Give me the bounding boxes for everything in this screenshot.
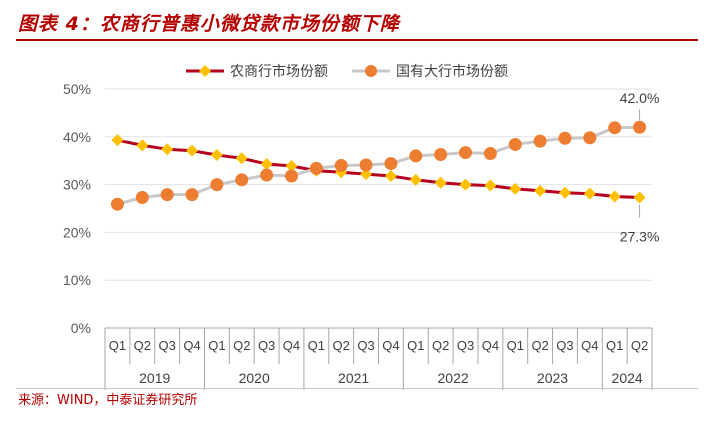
x-tick-label-quarter: Q2	[333, 338, 350, 353]
x-tick-label-quarter: Q1	[109, 338, 126, 353]
data-point	[508, 137, 522, 151]
data-point	[534, 184, 547, 197]
y-tick-label: 10%	[63, 272, 91, 288]
x-tick-label-quarter: Q1	[208, 338, 225, 353]
data-point	[384, 169, 397, 182]
data-point	[409, 149, 423, 163]
data-point	[161, 143, 174, 156]
data-point	[334, 158, 348, 172]
x-tick-label-quarter: Q2	[233, 338, 250, 353]
gridlines	[105, 88, 652, 281]
data-labels: 42.0% 27.3%	[620, 90, 660, 244]
data-point	[260, 168, 274, 182]
data-point	[459, 178, 472, 191]
y-tick-label: 20%	[63, 224, 91, 240]
data-point	[360, 168, 373, 181]
source-divider	[16, 388, 698, 389]
source-note: 来源：WIND，中泰证券研究所	[18, 393, 198, 408]
data-point	[633, 120, 647, 134]
series-line	[117, 125, 640, 206]
y-tick-label: 30%	[63, 177, 91, 193]
data-point	[533, 134, 547, 148]
data-point	[359, 158, 373, 172]
data-point	[633, 191, 646, 204]
x-tick-label-quarter: Q2	[134, 338, 151, 353]
data-point	[260, 158, 273, 171]
data-point	[484, 179, 497, 192]
x-tick-label-quarter: Q2	[432, 338, 449, 353]
legend-label: 农商行市场份额	[230, 63, 328, 79]
data-point	[434, 147, 448, 161]
y-tick-label: 0%	[71, 320, 91, 336]
x-tick-label-year: 2020	[239, 370, 270, 386]
x-tick-label-quarter: Q3	[457, 338, 474, 353]
data-point	[409, 173, 422, 186]
x-tick-label-year: 2019	[139, 370, 170, 386]
x-tick-label-quarter: Q4	[183, 338, 200, 353]
data-point	[558, 186, 571, 199]
y-tick-label: 50%	[63, 81, 91, 97]
title-divider	[16, 39, 698, 41]
chart-title: 图表 4：农商行普惠小微贷款市场份额下降	[18, 13, 400, 35]
data-point	[459, 146, 473, 160]
x-tick-label-quarter: Q3	[158, 338, 175, 353]
x-tick-label-quarter: Q2	[631, 338, 648, 353]
data-label-end: 42.0%	[620, 90, 660, 106]
data-point	[285, 159, 298, 172]
data-label-end: 27.3%	[620, 229, 660, 245]
data-point	[608, 121, 622, 135]
x-tick-label-quarter: Q1	[308, 338, 325, 353]
data-point	[160, 188, 174, 202]
data-point	[235, 173, 249, 187]
y-tick-label: 40%	[63, 129, 91, 145]
x-tick-label-quarter: Q3	[258, 338, 275, 353]
x-tick-label-year: 2024	[612, 370, 643, 386]
data-point	[210, 148, 223, 161]
x-tick-label-quarter: Q4	[283, 338, 300, 353]
x-tick-label-quarter: Q2	[531, 338, 548, 353]
data-point	[111, 134, 124, 147]
data-point	[434, 176, 447, 189]
data-point	[583, 187, 596, 200]
data-point	[284, 169, 298, 183]
axes: 0% 10% 20% 30% 40% 50% Q1 Q2 Q3 Q4 Q1 Q2 Q3 Q4 Q1 Q2 Q3 Q…	[63, 81, 653, 390]
data-point	[235, 152, 248, 165]
x-tick-label-quarter: Q1	[606, 338, 623, 353]
x-tick-label-quarter: Q3	[357, 338, 374, 353]
data-point	[185, 188, 199, 202]
data-point	[136, 139, 149, 152]
x-tick-label-year: 2022	[438, 370, 469, 386]
data-point	[483, 147, 497, 161]
x-tick-label-quarter: Q1	[407, 338, 424, 353]
data-point	[608, 190, 621, 203]
legend: 农商行市场份额 国有大行市场份额	[186, 63, 508, 79]
x-tick-label-quarter: Q4	[482, 338, 499, 353]
series-layer	[110, 120, 647, 211]
x-tick-label-year: 2023	[537, 370, 568, 386]
data-point	[558, 131, 572, 145]
data-point	[210, 178, 224, 192]
data-point	[309, 161, 323, 175]
x-tick-label-quarter: Q1	[507, 338, 524, 353]
data-point	[384, 157, 398, 171]
legend-swatch-marker	[199, 65, 211, 77]
data-point	[135, 191, 149, 205]
series-line	[117, 138, 640, 199]
data-point	[583, 131, 597, 145]
x-tick-label-quarter: Q4	[382, 338, 399, 353]
legend-swatch-marker	[365, 65, 377, 77]
x-tick-label-quarter: Q3	[556, 338, 573, 353]
x-tick-label-year: 2021	[338, 370, 369, 386]
data-point	[186, 144, 199, 157]
legend-label: 国有大行市场份额	[396, 63, 508, 79]
x-tick-label-quarter: Q4	[581, 338, 598, 353]
data-point	[509, 182, 522, 195]
data-point	[110, 197, 124, 211]
